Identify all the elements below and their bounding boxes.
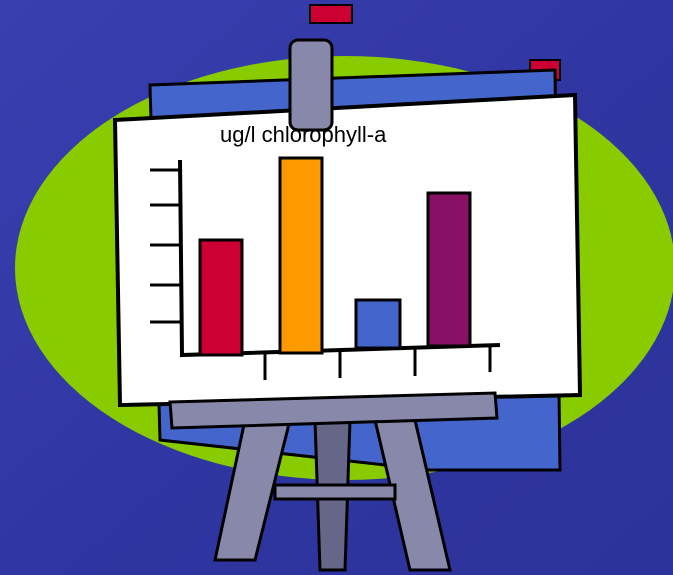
slide: ug/l chlorophyll-a <box>0 0 673 575</box>
board-label: ug/l chlorophyll-a <box>220 122 387 147</box>
